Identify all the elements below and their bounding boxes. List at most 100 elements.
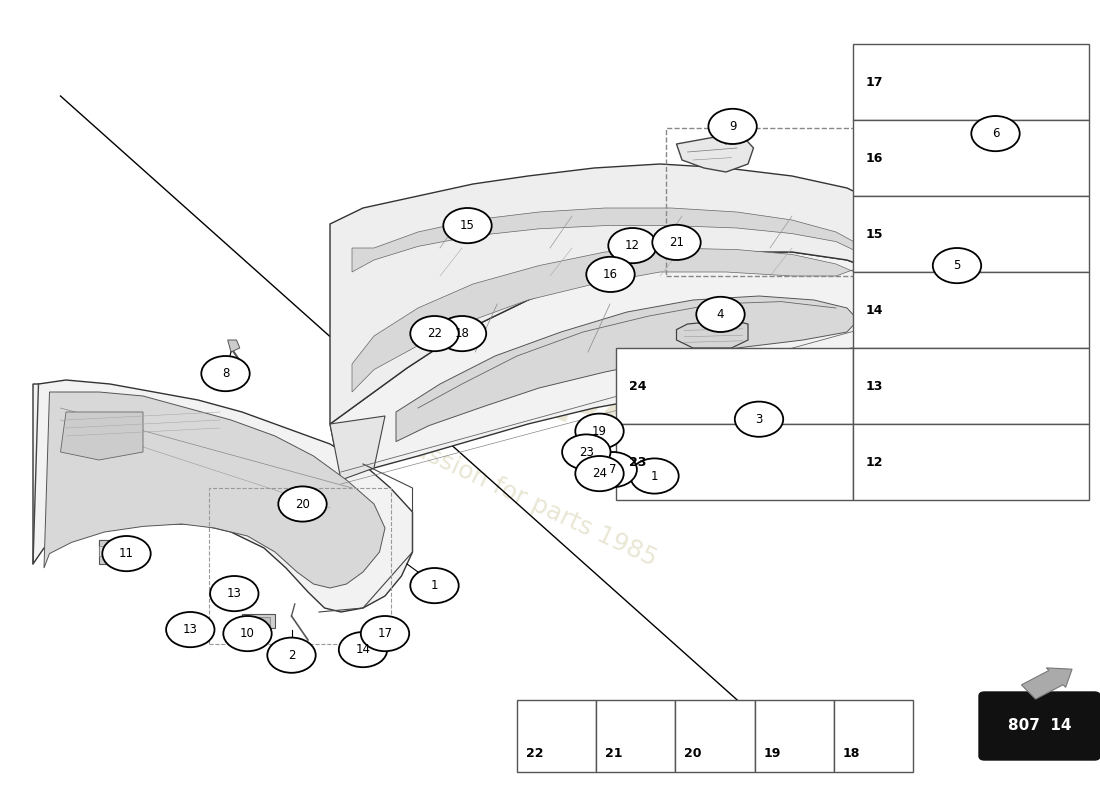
Text: 7: 7 xyxy=(609,463,616,476)
FancyBboxPatch shape xyxy=(616,424,853,500)
Text: 5: 5 xyxy=(954,259,960,272)
FancyBboxPatch shape xyxy=(979,692,1100,760)
Text: 10: 10 xyxy=(240,627,255,640)
Circle shape xyxy=(438,316,486,351)
FancyBboxPatch shape xyxy=(852,120,1089,196)
Text: 24: 24 xyxy=(592,467,607,480)
Polygon shape xyxy=(880,140,962,176)
Text: 15: 15 xyxy=(866,227,883,241)
Circle shape xyxy=(708,109,757,144)
Circle shape xyxy=(267,638,316,673)
FancyBboxPatch shape xyxy=(675,700,755,772)
Circle shape xyxy=(630,458,679,494)
Polygon shape xyxy=(396,296,858,442)
Text: 11: 11 xyxy=(119,547,134,560)
Text: 22: 22 xyxy=(427,327,442,340)
Text: 9: 9 xyxy=(729,120,736,133)
Text: 19: 19 xyxy=(763,747,781,760)
Circle shape xyxy=(696,297,745,332)
Circle shape xyxy=(443,208,492,243)
Circle shape xyxy=(223,616,272,651)
Circle shape xyxy=(339,632,387,667)
Circle shape xyxy=(166,612,214,647)
Polygon shape xyxy=(676,320,748,348)
Text: 17: 17 xyxy=(377,627,393,640)
Text: a passion for parts 1985: a passion for parts 1985 xyxy=(374,421,660,571)
Text: 6: 6 xyxy=(992,127,999,140)
Polygon shape xyxy=(330,164,902,424)
FancyBboxPatch shape xyxy=(852,348,1089,424)
Circle shape xyxy=(575,456,624,491)
Text: 15: 15 xyxy=(460,219,475,232)
Text: 8: 8 xyxy=(222,367,229,380)
Circle shape xyxy=(562,434,611,470)
Circle shape xyxy=(971,116,1020,151)
FancyBboxPatch shape xyxy=(852,196,1089,272)
Polygon shape xyxy=(580,452,611,464)
Circle shape xyxy=(410,568,459,603)
FancyBboxPatch shape xyxy=(852,424,1089,500)
FancyBboxPatch shape xyxy=(755,700,834,772)
Text: 13: 13 xyxy=(866,379,883,393)
Text: 1: 1 xyxy=(651,470,658,482)
FancyBboxPatch shape xyxy=(852,44,1089,120)
Polygon shape xyxy=(99,540,108,564)
Text: 12: 12 xyxy=(625,239,640,252)
Text: 23: 23 xyxy=(579,446,594,458)
Text: 19: 19 xyxy=(592,425,607,438)
Polygon shape xyxy=(99,540,127,548)
Text: EUROSPARES: EUROSPARES xyxy=(341,282,759,518)
FancyBboxPatch shape xyxy=(616,348,853,424)
Circle shape xyxy=(735,402,783,437)
Polygon shape xyxy=(44,392,385,588)
Polygon shape xyxy=(352,208,869,392)
Text: 1: 1 xyxy=(431,579,438,592)
Circle shape xyxy=(588,452,637,487)
Text: 13: 13 xyxy=(227,587,242,600)
Text: 21: 21 xyxy=(605,747,623,760)
Polygon shape xyxy=(33,380,412,612)
Text: 13: 13 xyxy=(183,623,198,636)
Polygon shape xyxy=(248,617,270,626)
Polygon shape xyxy=(880,232,962,268)
Text: 14: 14 xyxy=(866,303,883,317)
Text: 22: 22 xyxy=(526,747,543,760)
Polygon shape xyxy=(858,340,902,492)
Circle shape xyxy=(278,486,327,522)
Text: 21: 21 xyxy=(669,236,684,249)
Circle shape xyxy=(586,257,635,292)
Text: 12: 12 xyxy=(866,455,883,469)
FancyBboxPatch shape xyxy=(852,272,1089,348)
Polygon shape xyxy=(99,546,127,556)
Polygon shape xyxy=(60,412,143,460)
Text: 23: 23 xyxy=(629,455,647,469)
Circle shape xyxy=(201,356,250,391)
Text: 14: 14 xyxy=(355,643,371,656)
Text: 17: 17 xyxy=(866,75,883,89)
Text: 18: 18 xyxy=(843,747,860,760)
Text: 2: 2 xyxy=(288,649,295,662)
Text: 3: 3 xyxy=(756,413,762,426)
Circle shape xyxy=(575,414,624,449)
Text: 20: 20 xyxy=(684,747,702,760)
Polygon shape xyxy=(330,416,385,480)
Text: 18: 18 xyxy=(454,327,470,340)
Polygon shape xyxy=(330,252,902,480)
Circle shape xyxy=(361,616,409,651)
Text: 16: 16 xyxy=(603,268,618,281)
Circle shape xyxy=(608,228,657,263)
Polygon shape xyxy=(720,392,754,432)
FancyArrow shape xyxy=(1022,668,1072,699)
Text: 807  14: 807 14 xyxy=(1008,718,1071,734)
Polygon shape xyxy=(242,614,275,628)
FancyBboxPatch shape xyxy=(834,700,913,772)
Polygon shape xyxy=(228,340,240,352)
FancyBboxPatch shape xyxy=(517,700,596,772)
Text: 4: 4 xyxy=(717,308,724,321)
Text: 20: 20 xyxy=(295,498,310,510)
FancyBboxPatch shape xyxy=(596,700,675,772)
Text: 16: 16 xyxy=(866,151,883,165)
Polygon shape xyxy=(676,136,754,172)
Circle shape xyxy=(210,576,258,611)
Circle shape xyxy=(102,536,151,571)
